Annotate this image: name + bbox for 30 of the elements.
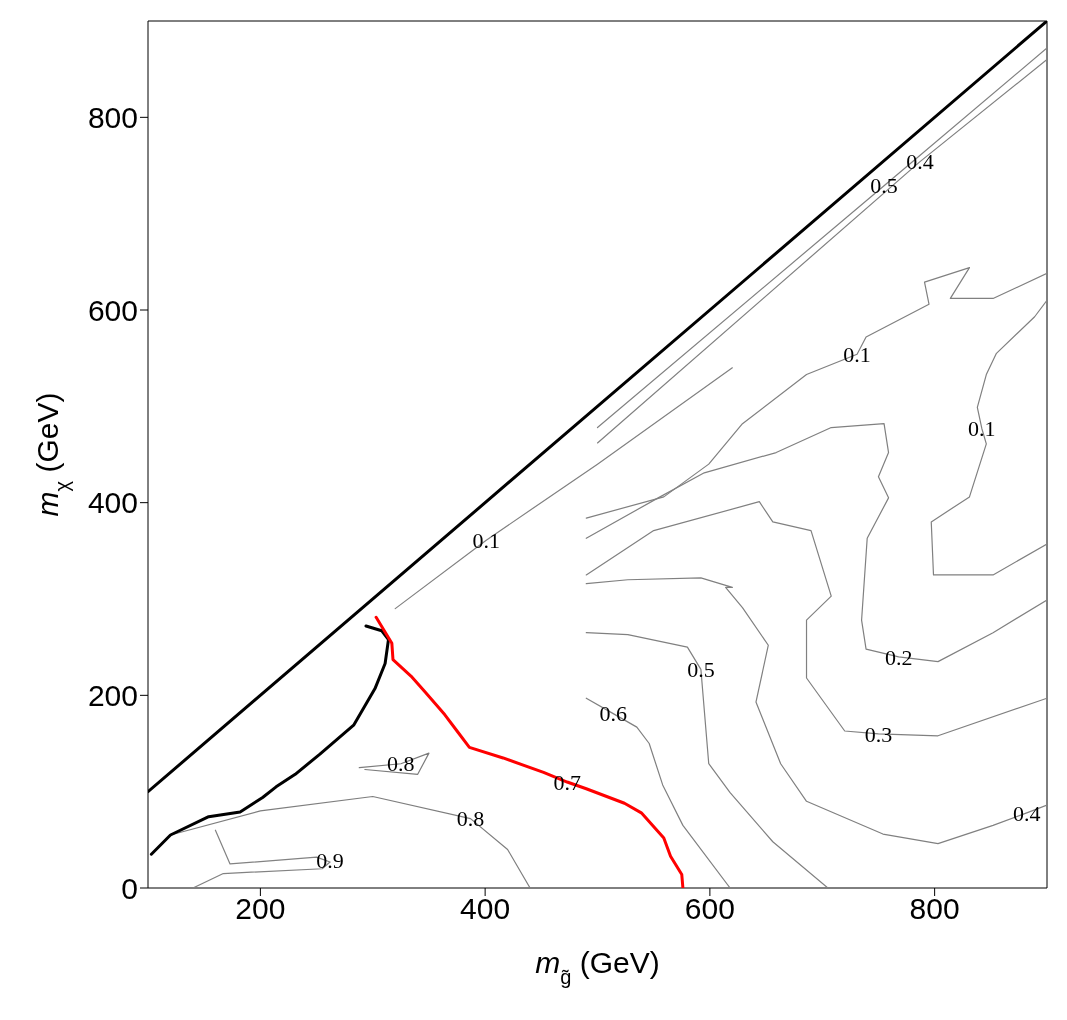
annotation: 0.9	[316, 847, 344, 873]
annotation: 0.1	[968, 416, 996, 442]
y-tick-label: 200	[87, 678, 138, 712]
x-tick-label: 800	[909, 892, 960, 926]
x-tick-label: 400	[460, 892, 511, 926]
annotation: 0.6	[599, 701, 627, 727]
x-tick-label: 600	[684, 892, 735, 926]
annotation: 0.8	[387, 751, 415, 777]
annotation: 0.5	[870, 173, 898, 199]
annotation: 0.4	[906, 149, 934, 175]
annotation: 0.1	[843, 342, 871, 368]
line-series	[585, 697, 731, 888]
line-series	[585, 577, 1047, 845]
annotation: 0.8	[456, 806, 485, 832]
y-tick-label: 0	[121, 871, 138, 905]
x-tick-label: 200	[235, 892, 286, 926]
annotation: 0.3	[864, 721, 893, 747]
y-tick-label: 800	[87, 100, 138, 134]
y-tick-label: 600	[87, 293, 138, 327]
annotation: 0.4	[1013, 800, 1041, 826]
annotation: 0.5	[687, 657, 715, 683]
line-series	[358, 752, 430, 775]
line-series	[585, 632, 829, 888]
line-series	[374, 615, 685, 888]
x-axis-title: m$_{g̃}$ (GeV)	[535, 946, 660, 988]
y-tick-label: 400	[87, 486, 138, 520]
annotation: 0.1	[472, 527, 500, 553]
line-series	[930, 299, 1047, 576]
annotation: 0.2	[884, 644, 913, 670]
line-series	[394, 367, 733, 610]
